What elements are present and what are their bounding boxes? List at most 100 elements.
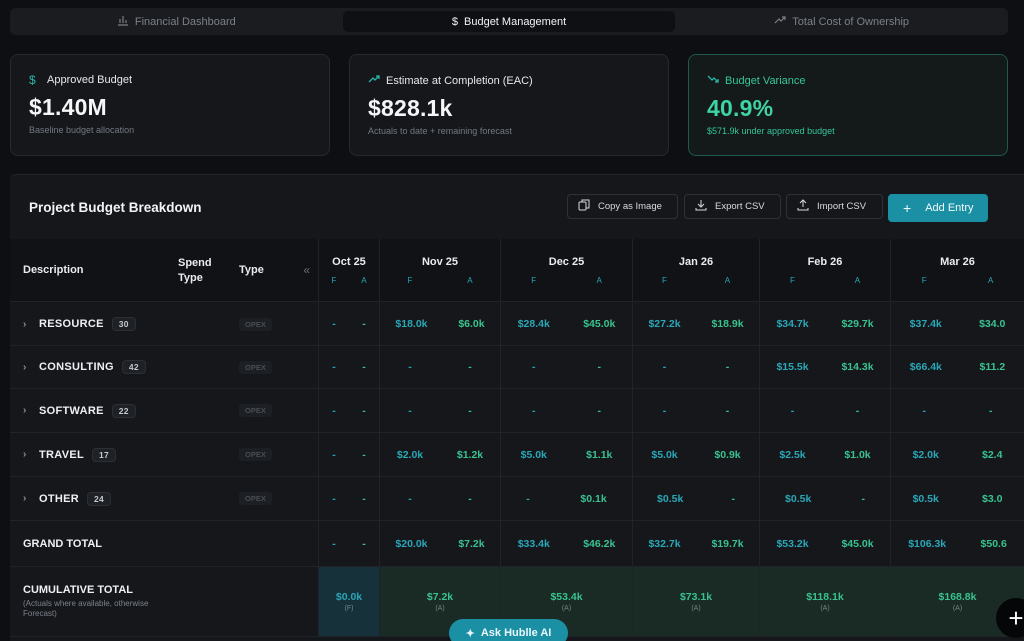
month-cell[interactable]: -- [760,389,891,432]
actual-value: - [362,448,366,461]
month-cell[interactable]: $2.5k $1.0k [760,433,891,476]
month-cell[interactable]: $0.5k $3.0 [891,477,1024,520]
month-cell[interactable]: -- [380,389,501,432]
month-cell[interactable]: -- [633,346,760,388]
category-cell[interactable]: › OTHER 24 [10,477,166,520]
chevron-right-icon[interactable]: › [23,449,27,460]
month-cell[interactable]: $2.0k $1.2k [380,433,501,476]
table-row[interactable]: › RESOURCE 30 OPEX - - $18.0k $6.0k $28.4k $45.0k… [10,303,1024,346]
chevron-right-icon[interactable]: › [23,493,27,504]
panel-title: Project Budget Breakdown [29,200,202,215]
count-badge: 17 [91,447,117,462]
cumulative-cell: $53.4k (A) [501,567,633,636]
month-cell[interactable]: -- [319,477,380,520]
floating-add-button[interactable]: + [996,598,1024,638]
tab-financial-dashboard[interactable]: Financial Dashboard [10,8,343,35]
type-badge: OPEX [239,317,272,331]
actual-value: $29.7k [841,318,874,330]
table-row[interactable]: › SOFTWARE 22 OPEX - - - - - - - - - - - - [10,389,1024,433]
forecast-value: - [332,448,336,461]
forecast-value: $2.5k [779,448,806,461]
month-cell[interactable]: $53.2k $45.0k [760,521,891,566]
type-cell: OPEX [223,477,319,520]
month-cell[interactable]: $34.7k $29.7k [760,303,891,345]
ask-ai-button[interactable]: ✦ Ask Hublle AI [449,619,568,641]
type-badge: OPEX [239,492,272,505]
value-pair: -- [633,361,759,373]
header-month: Jan 26 F A [633,239,760,301]
copy-as-image-button[interactable]: Copy as Image [567,194,678,219]
month-cell[interactable]: $18.0k $6.0k [380,303,501,345]
trending-down-icon [707,73,719,88]
cumulative-value: $168.8k [938,591,977,603]
tab-label: Financial Dashboard [134,15,236,28]
forecast-value: $28.4k [517,318,550,330]
forecast-value: - [662,404,667,417]
month-cell[interactable]: -- [319,521,380,566]
actual-value: $46.2k [583,537,616,550]
month-cell[interactable]: $2.0k $2.4 [891,433,1024,476]
tab-total-cost-of-ownership[interactable]: Total Cost of Ownership [675,8,1008,35]
f-label: F [789,275,795,285]
actual-value: $45.0k [583,318,616,330]
forecast-value: $0.5k [912,492,939,505]
month-cell[interactable]: $5.0k $0.9k [633,433,760,476]
export-csv-button[interactable]: Export CSV [684,194,781,219]
header-type: Type « [223,239,319,301]
month-cell[interactable]: - $0.1k [501,477,633,520]
month-cell[interactable]: -- [380,477,501,520]
collapse-columns-icon[interactable]: « [303,263,310,277]
value-pair: $34.7k $29.7k [760,318,890,330]
approved-budget-card: $ Approved Budget $1.40M Baseline budget … [10,54,330,156]
month-cell[interactable]: $37.4k $34.0 [891,303,1024,345]
month-cell[interactable]: -- [633,389,760,432]
chevron-right-icon[interactable]: › [23,318,27,330]
actual-value: $14.3k [841,361,874,373]
actual-value: - [855,404,860,417]
add-entry-button[interactable]: + Add Entry [888,194,988,222]
month-cell[interactable]: $0.5k - [760,477,891,520]
table-row[interactable]: › TRAVEL 17 OPEX - - $2.0k $1.2k $5.0k $1.1k $5.0k… [10,433,1024,477]
table-row[interactable]: › CONSULTING 42 OPEX - - - - - - - - $15.5k $14.3k $66… [10,346,1024,389]
month-cell[interactable]: $32.7k $19.7k [633,521,760,566]
category-cell[interactable]: › RESOURCE 30 [10,303,166,345]
month-cell[interactable]: -- [319,389,380,432]
month-cell[interactable]: $27.2k $18.9k [633,303,760,345]
chevron-right-icon[interactable]: › [23,405,27,416]
month-cell[interactable]: $33.4k $46.2k [501,521,633,566]
month-cell[interactable]: -- [501,389,633,432]
forecast-value: - [532,404,536,417]
tab-budget-management[interactable]: $ Budget Management [342,11,676,32]
month-cell[interactable]: $106.3k $50.6 [891,521,1024,566]
month-cell[interactable]: $66.4k $11.2 [891,346,1024,388]
spend-type-cell [166,346,223,388]
month-cell[interactable]: -- [319,346,380,388]
month-cell[interactable]: -- [380,346,501,388]
chevron-right-icon[interactable]: › [23,361,27,373]
a-label: A [724,275,731,285]
month-cell[interactable]: -- [319,433,380,476]
category-cell[interactable]: › CONSULTING 42 [10,346,166,388]
month-cell[interactable]: -- [319,303,380,345]
a-label: A [987,275,994,285]
month-cell[interactable]: $5.0k $1.1k [501,433,633,476]
month-cell[interactable]: $20.0k $7.2k [380,521,501,566]
month-cell[interactable]: $28.4k $45.0k [501,303,633,345]
month-cell[interactable]: -- [891,389,1024,432]
import-csv-button[interactable]: Import CSV [786,194,883,219]
category-cell[interactable]: › SOFTWARE 22 [10,389,166,432]
forecast-value: $53.2k [776,537,809,550]
table-row[interactable]: › OTHER 24 OPEX - - - - - $0.1k $0.5k - $0.5k - $0.5k $… [10,477,1024,521]
month-cell[interactable]: -- [501,346,633,388]
month-name: Feb 26 [807,255,843,268]
month-cell[interactable]: $0.5k - [633,477,760,520]
header-description: Description [23,264,84,276]
category-name: OTHER [39,492,79,505]
actual-value: - [362,537,366,550]
category-cell[interactable]: › TRAVEL 17 [10,433,166,476]
forecast-value: $20.0k [395,537,428,550]
actual-value: $50.6 [980,537,1007,550]
spend-type-cell [166,477,223,520]
month-cell[interactable]: $15.5k $14.3k [760,346,891,388]
cumulative-cell: $73.1k (A) [633,567,760,636]
